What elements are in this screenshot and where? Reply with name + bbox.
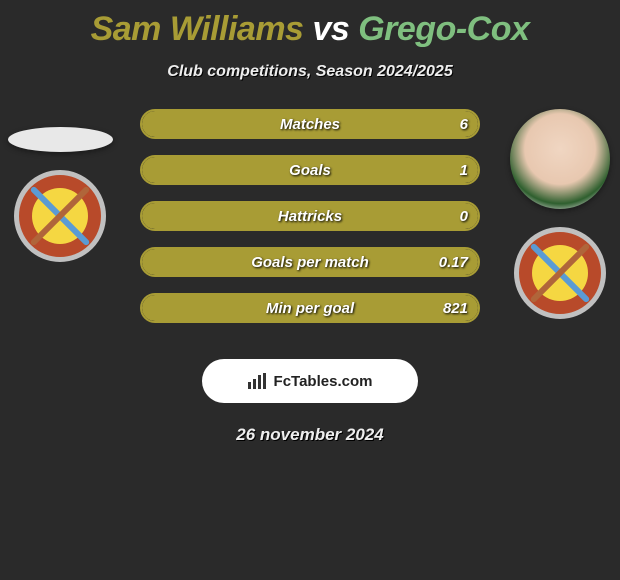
player1-avatar [8, 127, 113, 152]
stat-bars: Matches 6 Goals 1 Hattricks 0 Goals per … [140, 109, 480, 323]
stat-label: Min per goal [266, 300, 354, 317]
crest-inner [32, 188, 88, 244]
stat-value: 0.17 [439, 254, 468, 271]
player1-column [5, 109, 115, 262]
stat-label: Hattricks [278, 208, 342, 225]
title-vs: vs [312, 10, 349, 48]
attribution-text: FcTables.com [274, 373, 373, 390]
attribution-badge: FcTables.com [202, 359, 418, 403]
stat-row-matches: Matches 6 [140, 109, 480, 139]
stat-label: Goals per match [251, 254, 369, 271]
bar-chart-icon [248, 373, 268, 389]
stat-row-goals: Goals 1 [140, 155, 480, 185]
stat-label: Matches [280, 116, 340, 133]
crest-inner [532, 245, 588, 301]
comparison-panel: Matches 6 Goals 1 Hattricks 0 Goals per … [0, 109, 620, 339]
stat-row-goals-per-match: Goals per match 0.17 [140, 247, 480, 277]
date-label: 26 november 2024 [0, 425, 620, 445]
title-player1: Sam Williams [91, 10, 304, 48]
subtitle: Club competitions, Season 2024/2025 [0, 63, 620, 81]
stat-row-hattricks: Hattricks 0 [140, 201, 480, 231]
player2-avatar [510, 109, 610, 209]
player1-crest [14, 170, 106, 262]
stat-value: 1 [460, 162, 468, 179]
player2-column [505, 109, 615, 319]
stat-value: 6 [460, 116, 468, 133]
player2-crest [514, 227, 606, 319]
title-player2: Grego-Cox [358, 10, 529, 48]
stat-value: 0 [460, 208, 468, 225]
stat-label: Goals [289, 162, 331, 179]
stat-value: 821 [443, 300, 468, 317]
page-title: Sam Williams vs Grego-Cox [0, 0, 620, 49]
stat-row-min-per-goal: Min per goal 821 [140, 293, 480, 323]
